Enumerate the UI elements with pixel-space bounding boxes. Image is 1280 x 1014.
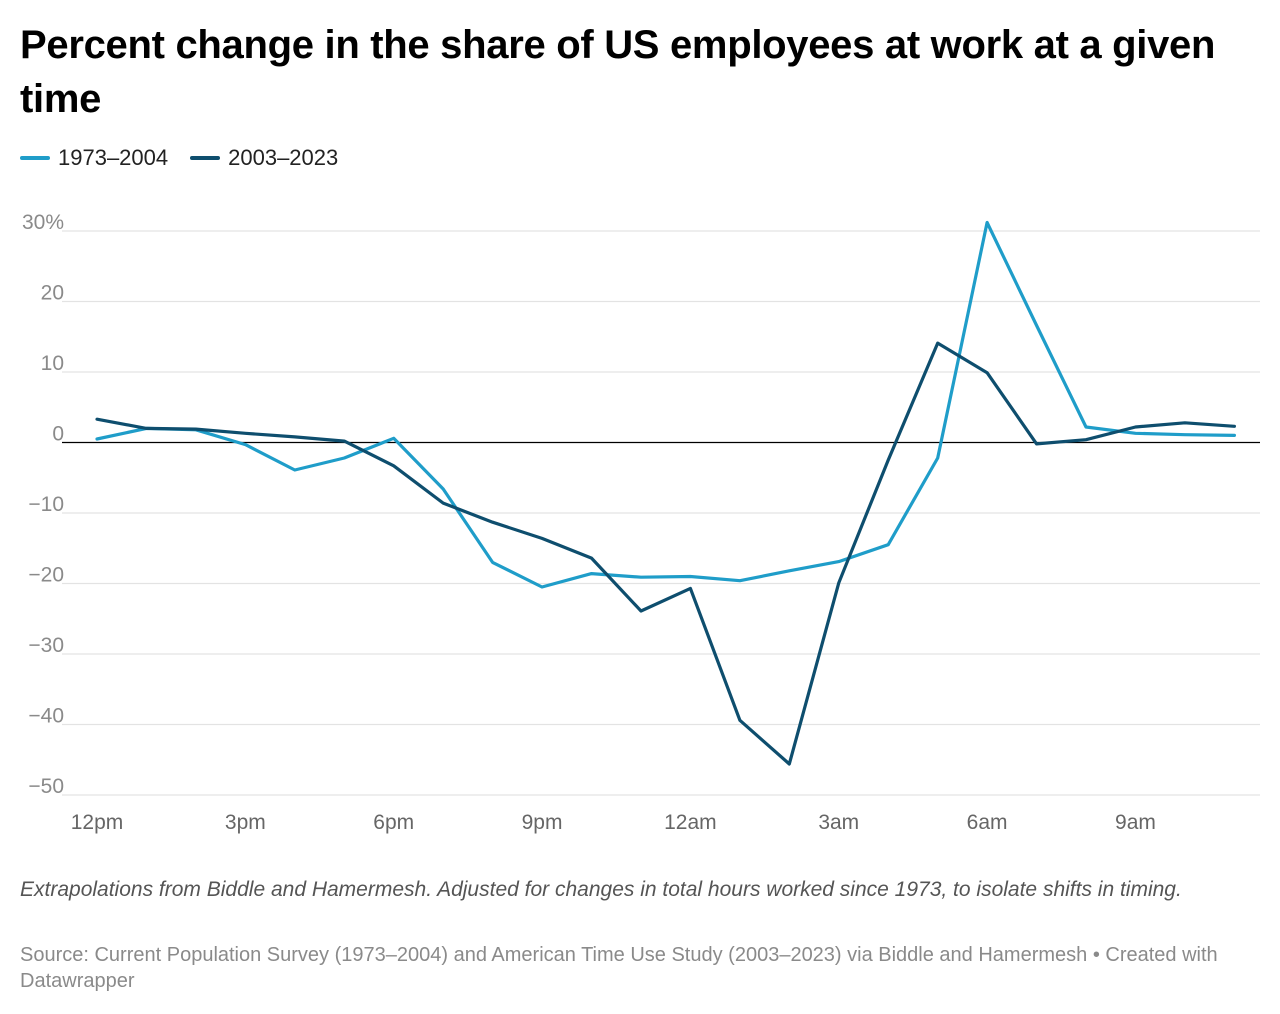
series-line-2003–2023 [95,341,1237,766]
x-tick-label: 6pm [373,811,414,834]
y-tick-label: 30% [22,211,64,234]
y-tick-label: 0 [52,423,64,446]
legend-item-1973-2004: 1973–2004 [20,145,168,171]
x-tick-label: 3pm [225,811,266,834]
y-tick-label: 20 [41,282,64,305]
chart-note: Extrapolations from Biddle and Hamermesh… [20,878,1182,901]
legend-swatch-1973-2004 [20,156,50,160]
y-tick-label: 10 [41,352,64,375]
y-tick-label: −50 [28,775,64,798]
x-tick-label: 12pm [71,811,124,834]
axis-layer: 30% 20 10 0 −10 −20 −30 −40 −50 12pm 3pm 6pm 9pm 12am… [22,211,1156,834]
legend: 1973–2004 2003–2023 [20,144,360,172]
legend-item-2003-2023: 2003–2023 [190,145,338,171]
x-tick-label: 12am [664,811,717,834]
y-tick-label: −40 [28,705,64,728]
x-tick-label: 6am [967,811,1008,834]
legend-label-2003-2023: 2003–2023 [228,145,339,170]
chart-title: Percent change in the share of US employ… [20,23,1216,121]
y-tick-label: −20 [28,564,64,587]
grid-layer [62,230,1260,796]
series-layer [95,220,1237,766]
line-chart: 30% 20 10 0 −10 −20 −30 −40 −50 12pm 3pm 6pm 9pm 12am… [22,211,1260,834]
legend-swatch-2003-2023 [190,156,221,160]
x-tick-label: 9am [1115,811,1156,834]
legend-label-1973-2004: 1973–2004 [58,145,169,170]
y-tick-label: −10 [28,493,64,516]
chart-source: Source: Current Population Survey (1973–… [20,944,1218,992]
x-tick-label: 9pm [522,811,563,834]
series-line-1973–2004 [95,220,1237,589]
x-tick-label: 3am [818,811,859,834]
y-tick-label: −30 [28,634,64,657]
